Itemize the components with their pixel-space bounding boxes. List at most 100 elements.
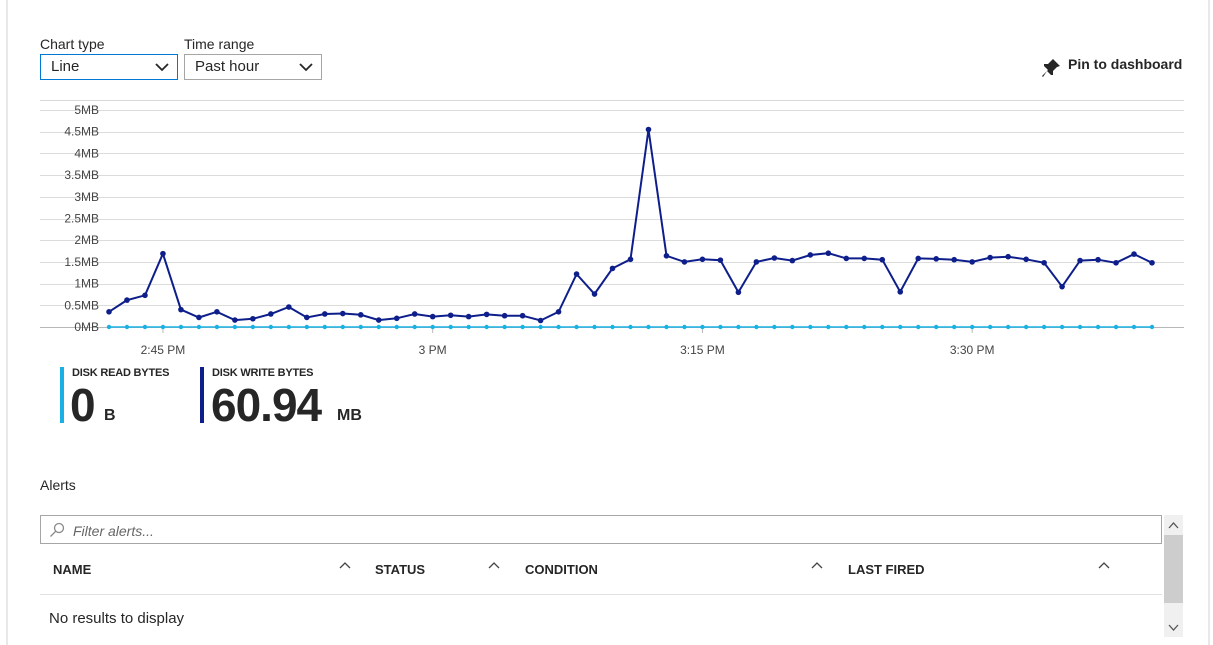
disk-write-bytes-point	[573, 271, 580, 277]
disk-read-bytes-point	[628, 324, 633, 330]
disk-read-bytes-point	[520, 324, 525, 330]
disk-write-bytes-point	[1113, 259, 1119, 266]
disk-read-bytes-point	[286, 324, 292, 330]
disk-write-bytes-line	[108, 129, 1153, 322]
disk-write-bytes-point	[591, 291, 598, 297]
disk-read-bytes-point	[394, 324, 399, 330]
disk-write-bytes-point	[843, 255, 850, 262]
disk-write-bytes-point	[232, 317, 238, 323]
filter-alerts-field[interactable]	[40, 515, 1162, 544]
disk-write-bytes-point	[753, 259, 760, 265]
disk-read-bytes-point	[214, 324, 220, 330]
sort-ascending-icon[interactable]	[1098, 560, 1110, 570]
legend-name: DISK READ BYTES	[72, 367, 170, 379]
y-tick-label: 2MB	[74, 233, 99, 247]
scroll-up-icon[interactable]	[1164, 517, 1183, 535]
disk-read-bytes-point	[1023, 324, 1029, 330]
column-header-last-fired[interactable]: LAST FIRED	[848, 562, 925, 577]
disk-write-bytes-point	[609, 265, 616, 272]
disk-read-bytes-point	[178, 324, 184, 330]
scroll-down-icon[interactable]	[1164, 618, 1183, 636]
filter-alerts-input[interactable]	[71, 520, 1155, 542]
disk-write-bytes-point	[447, 312, 454, 319]
disk-read-bytes-point	[124, 324, 130, 330]
left-divider	[6, 0, 8, 645]
disk-read-bytes-point	[736, 324, 741, 330]
legend-value: 0	[70, 379, 96, 431]
y-tick-label: 1.5MB	[64, 255, 99, 269]
disk-read-bytes-point	[304, 324, 310, 330]
disk-write-bytes-point	[897, 289, 904, 295]
y-tick-label: 0.5MB	[64, 298, 99, 312]
disk-write-bytes-point	[699, 256, 706, 263]
pin-label: Pin to dashboard	[1068, 56, 1183, 72]
scrollbar-thumb[interactable]	[1164, 535, 1183, 603]
disk-read-bytes-point	[448, 324, 453, 330]
sort-ascending-icon[interactable]	[339, 560, 351, 570]
disk-read-bytes-point	[916, 324, 921, 330]
x-tick-label: 2:45 PM	[141, 343, 186, 357]
sort-ascending-icon[interactable]	[811, 560, 823, 570]
disk-write-bytes-point	[411, 311, 418, 317]
disk-read-bytes-point	[646, 324, 651, 330]
disk-write-bytes-point	[1149, 259, 1155, 266]
disk-write-bytes-point	[196, 314, 202, 321]
disk-read-bytes-point	[1113, 324, 1119, 330]
disk-read-bytes-point	[466, 324, 471, 330]
disk-write-bytes-point	[483, 311, 490, 318]
chevron-down-icon	[155, 63, 169, 72]
table-header-divider	[40, 594, 1162, 595]
disk-read-bytes-point	[1041, 324, 1047, 330]
disk-write-bytes-point	[681, 259, 688, 265]
disk-write-bytes-point	[429, 313, 436, 320]
disk-write-bytes-point	[717, 257, 724, 263]
disk-write-bytes-point	[519, 312, 526, 319]
legend-unit: B	[104, 407, 116, 424]
y-tick-label: 3MB	[74, 190, 99, 204]
disk-write-bytes-point	[879, 256, 886, 263]
disk-read-bytes-point	[358, 324, 363, 330]
y-tick-label: 2.5MB	[64, 212, 99, 226]
disk-write-bytes-point	[537, 317, 544, 324]
disk-read-bytes-point	[1005, 324, 1011, 330]
disk-write-bytes-point	[555, 309, 562, 315]
disk-read-bytes-point	[808, 324, 813, 330]
disk-write-bytes-point	[268, 311, 274, 317]
disk-write-bytes-point	[357, 312, 364, 318]
y-tick-label: 4.5MB	[64, 125, 99, 139]
disk-read-bytes-point	[844, 324, 849, 330]
disk-write-bytes-point	[1041, 259, 1047, 266]
disk-read-bytes-point	[934, 324, 939, 330]
disk-write-bytes-point	[789, 257, 796, 264]
disk-read-bytes-point	[592, 324, 597, 330]
chart-type-select[interactable]: Line	[40, 54, 178, 80]
disk-read-bytes-point	[142, 324, 148, 330]
column-header-status[interactable]: STATUS	[375, 562, 426, 577]
disk-write-bytes-point	[214, 309, 220, 315]
y-tick-label: 3.5MB	[64, 168, 99, 182]
disk-write-bytes-point	[106, 309, 112, 315]
sort-ascending-icon[interactable]	[488, 560, 500, 570]
line-chart: 0MB 0.5MB 1MB 1.5MB 2MB 2.5MB 3MB 3.5MB 4MB 4.5MB…	[40, 100, 1184, 357]
disk-write-bytes-point	[627, 256, 634, 263]
disk-read-bytes-point	[1077, 324, 1083, 330]
disk-write-bytes-point	[304, 314, 310, 321]
disk-read-bytes-point	[412, 324, 417, 330]
disk-write-bytes-point	[142, 292, 148, 299]
disk-write-bytes-point	[987, 254, 993, 261]
disk-read-bytes-point	[196, 324, 202, 330]
disk-write-bytes-point	[286, 304, 292, 310]
disk-read-bytes-point	[862, 324, 867, 330]
disk-read-bytes-point	[987, 324, 993, 330]
disk-write-bytes-point	[1095, 256, 1101, 263]
y-tick-label: 4MB	[74, 146, 99, 160]
disk-read-bytes-point	[1059, 324, 1065, 330]
disk-write-bytes-point	[735, 289, 742, 296]
search-icon	[50, 522, 65, 537]
column-header-condition[interactable]: CONDITION	[525, 562, 598, 577]
time-range-select[interactable]: Past hour	[184, 54, 322, 80]
disk-write-bytes-point	[160, 250, 166, 257]
disk-read-bytes-point	[1131, 324, 1137, 330]
column-header-name[interactable]: NAME	[53, 562, 92, 577]
disk-write-bytes-point	[807, 252, 814, 258]
